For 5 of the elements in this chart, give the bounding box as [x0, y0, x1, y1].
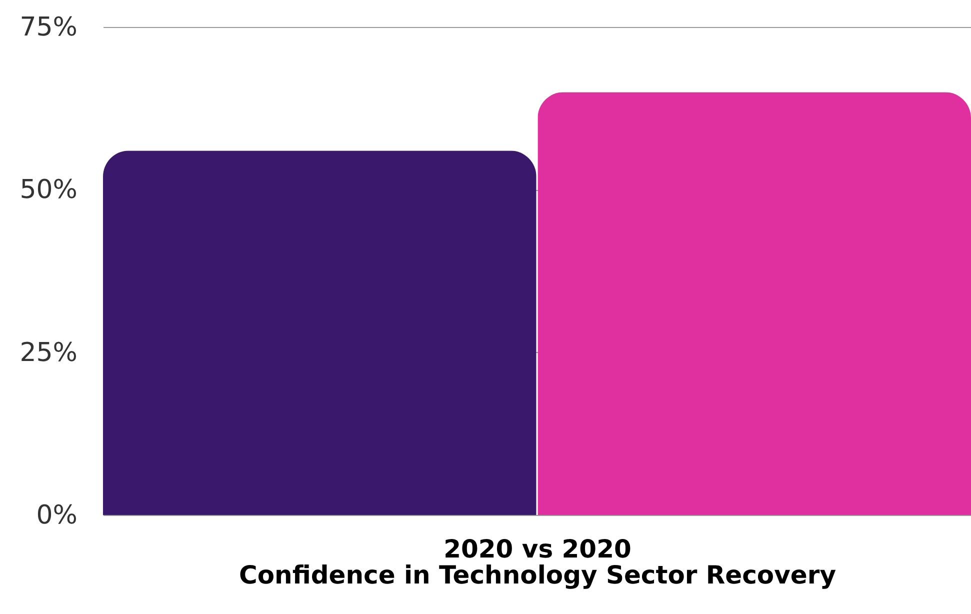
y-tick-label: 0% — [36, 500, 78, 530]
y-tick-label: 50% — [20, 175, 78, 206]
x-axis-title: 2020 vs 2020 Confidence in Technology Sector Recovery — [239, 534, 836, 590]
y-tick-label: 75% — [20, 12, 78, 42]
y-tick-label: 25% — [20, 338, 78, 368]
